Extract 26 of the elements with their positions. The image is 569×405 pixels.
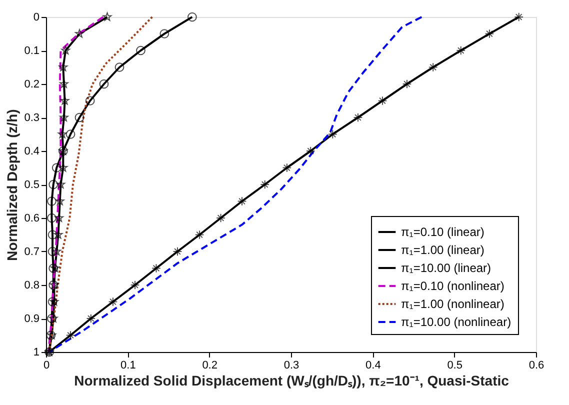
y-tick-label: 0.1 [24, 45, 40, 57]
legend-label: π₁=10.00 (linear) [401, 261, 492, 275]
y-tick-label: 0.6 [24, 212, 40, 224]
y-tick-label: 0.4 [24, 146, 40, 158]
y-tick-label: 0.9 [24, 313, 40, 325]
x-tick-label: 0.6 [528, 360, 544, 372]
y-tick-label: 0.2 [24, 78, 40, 90]
legend-label: π₁=0.10 (nonlinear) [401, 279, 504, 293]
y-axis-title: Normalized Depth (z/h) [4, 109, 20, 261]
y-tick-label: 0.5 [24, 179, 40, 191]
x-tick-label: 0.1 [120, 360, 136, 372]
x-tick-label: 0.4 [366, 360, 381, 372]
legend-label: π₁=1.00 (nonlinear) [401, 297, 504, 311]
x-tick-label: 0 [43, 360, 50, 372]
x-tick-label: 0.3 [284, 360, 300, 372]
y-tick-label: 0 [33, 12, 40, 24]
x-tick-label: 0.5 [447, 360, 462, 372]
legend-label: π₁=10.00 (nonlinear) [401, 315, 512, 329]
legend-label: π₁=0.10 (linear) [401, 225, 484, 239]
y-tick-label: 0.8 [24, 280, 40, 292]
y-tick-label: 0.3 [24, 112, 40, 124]
y-tick-label: 0.7 [24, 246, 40, 258]
legend-label: π₁=1.00 (linear) [401, 243, 484, 257]
x-axis-title: Normalized Solid Displacement (Wₛ/(gh/Dₛ)), π₂=10⁻¹, Quasi-Static [74, 372, 510, 388]
y-tick-label: 1 [33, 346, 40, 358]
x-tick-label: 0.2 [202, 360, 218, 372]
